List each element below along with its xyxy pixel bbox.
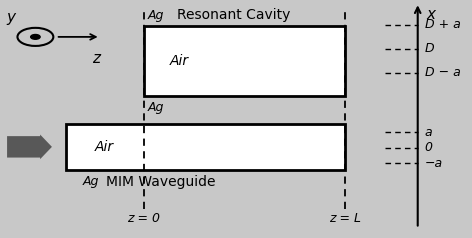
Text: Resonant Cavity: Resonant Cavity (177, 8, 290, 22)
Text: MIM Waveguide: MIM Waveguide (106, 175, 216, 189)
Text: Ag: Ag (148, 9, 164, 22)
Bar (66, 124, 345, 170)
Text: x: x (426, 7, 435, 22)
Text: 0: 0 (425, 141, 433, 154)
Text: z = 0: z = 0 (127, 212, 160, 225)
Text: Air: Air (170, 54, 189, 68)
Text: z: z (92, 51, 100, 66)
Text: −a: −a (425, 157, 443, 169)
Text: D − a: D − a (425, 66, 461, 79)
Text: y: y (6, 10, 15, 25)
Circle shape (31, 35, 40, 39)
FancyArrow shape (7, 134, 52, 159)
Text: Air: Air (94, 140, 114, 154)
Text: D: D (425, 42, 434, 55)
Bar (144, 26, 345, 96)
Text: Ag: Ag (148, 101, 164, 114)
Text: Ag: Ag (83, 175, 99, 188)
Text: D + a: D + a (425, 19, 461, 31)
Text: a: a (425, 126, 432, 139)
Text: z = L: z = L (329, 212, 361, 225)
